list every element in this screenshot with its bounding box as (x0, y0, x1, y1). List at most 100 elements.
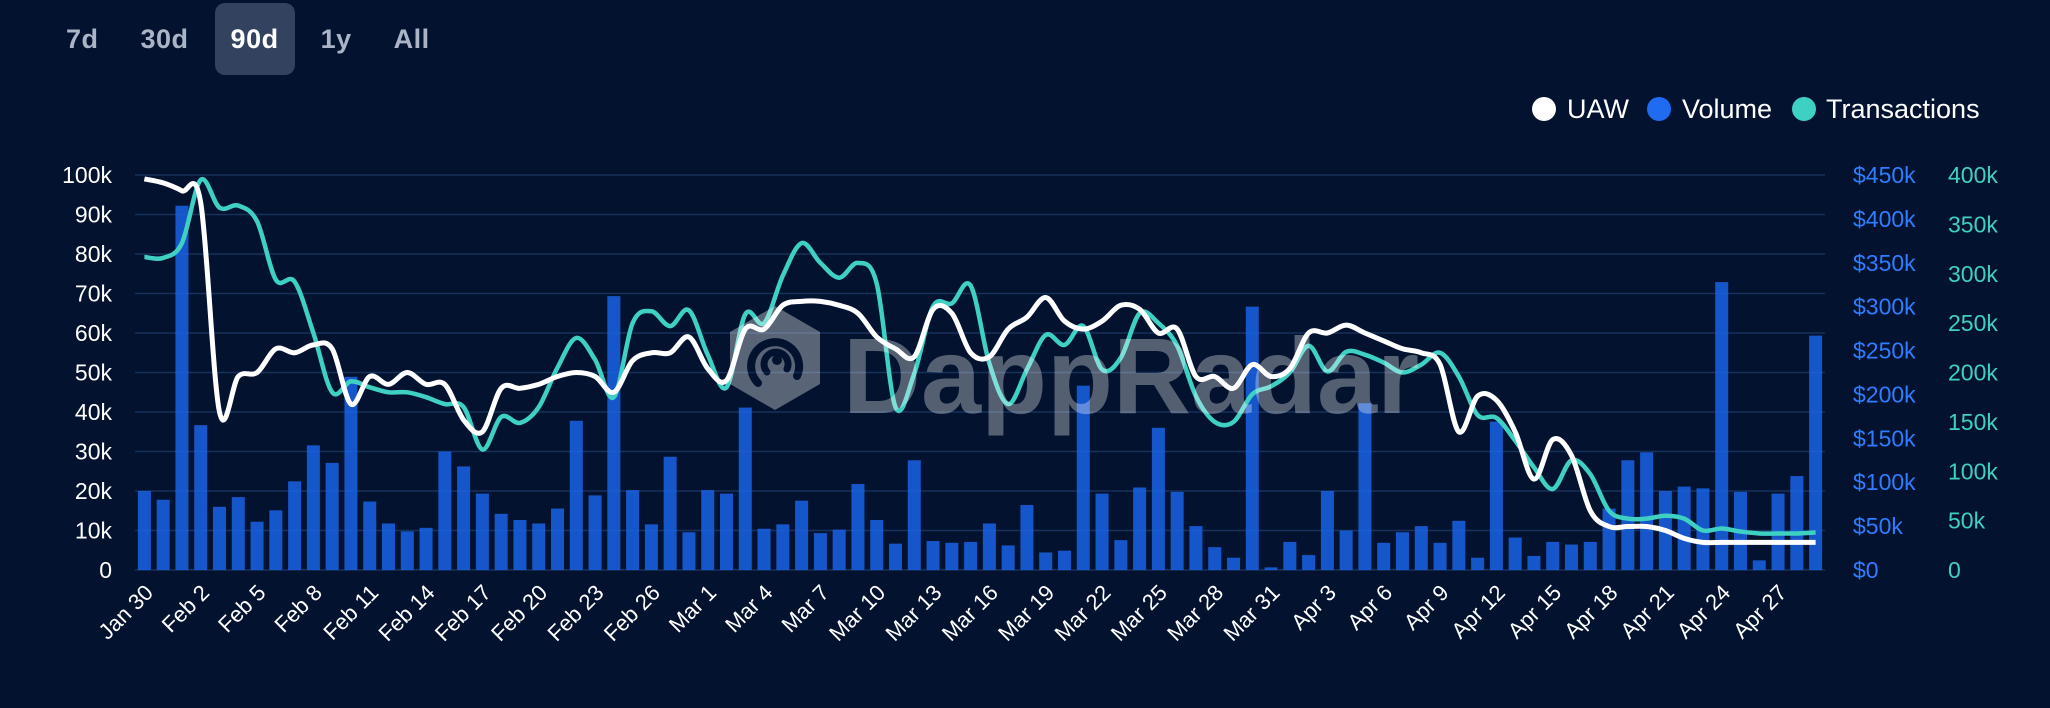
volume-bar (663, 456, 677, 570)
date-tick-label: Mar 31 (1218, 580, 1284, 646)
volume-bar (1602, 508, 1616, 570)
volume-bar (569, 420, 583, 570)
range-tab-30d[interactable]: 30d (140, 24, 189, 54)
volume-bar (438, 451, 452, 570)
volume-bar (513, 519, 527, 570)
volume-bar (1414, 526, 1428, 570)
volume-bar (363, 501, 377, 570)
date-tick-label: Feb 14 (373, 580, 439, 646)
date-tick-label: Apr 3 (1286, 580, 1341, 635)
grid-lines (135, 174, 1825, 571)
volume-bar (1283, 541, 1297, 570)
volume-bar (1752, 560, 1766, 570)
volume-bar (1715, 282, 1729, 570)
volume-bar (1302, 555, 1316, 570)
volume-bar (231, 497, 245, 570)
legend-item-volume[interactable]: Volume (1647, 94, 1772, 124)
volume-bar (551, 508, 564, 570)
volume-bar (1264, 567, 1278, 570)
volume-legend-dot (1647, 97, 1671, 121)
date-tick-label: Apr 27 (1728, 580, 1792, 644)
volume-bar (1208, 547, 1222, 570)
volume-bar (1677, 486, 1691, 570)
volume-bar (1527, 555, 1541, 570)
legend-item-transactions[interactable]: Transactions (1792, 94, 1980, 124)
transactions-tick-label: 100k (1948, 458, 1998, 484)
transactions-tick-label: 0 (1948, 557, 1961, 583)
volume-bar (588, 495, 602, 570)
range-tab-90d[interactable]: 90d (214, 3, 295, 75)
watermark-text: DappRadar (843, 315, 1419, 436)
volume-tick-label: $100k (1853, 469, 1916, 495)
volume-bar (964, 541, 978, 570)
volume-bar (907, 460, 921, 570)
volume-bar (1471, 557, 1485, 570)
volume-bar (607, 296, 621, 570)
date-tick-label: Mar 19 (993, 580, 1059, 646)
volume-bar (1058, 550, 1071, 570)
range-tab-1y[interactable]: 1y (320, 24, 352, 54)
date-tick-label: Jan 30 (94, 580, 158, 644)
date-tick-label: Mar 25 (1106, 580, 1172, 646)
volume-axis: $0 $50k $100k $150k $200k $250k $300k $350k $400… (1853, 162, 1916, 583)
date-tick-label: Mar 1 (664, 580, 721, 637)
date-tick-label: Mar 16 (937, 580, 1003, 646)
date-tick-label: Mar 10 (824, 580, 890, 646)
volume-bar (1114, 540, 1128, 570)
volume-bars (137, 205, 1823, 570)
volume-bar (457, 466, 471, 570)
volume-bar (1076, 385, 1090, 570)
transactions-line (144, 176, 1816, 536)
volume-bar (1433, 542, 1447, 570)
date-tick-label: Feb 2 (157, 580, 214, 637)
uaw-legend-label: UAW (1567, 94, 1630, 124)
range-tab-all[interactable]: All (393, 24, 430, 54)
volume-bar (532, 523, 546, 570)
date-tick-label: Feb 26 (599, 580, 665, 646)
volume-bar (1151, 427, 1165, 570)
volume-tick-label: $250k (1853, 338, 1916, 364)
volume-bar (1039, 552, 1053, 570)
volume-bar (720, 493, 733, 570)
date-tick-label: Feb 8 (269, 580, 326, 637)
volume-bar (306, 445, 320, 570)
volume-bar (1001, 545, 1015, 570)
range-tab-7d[interactable]: 7d (66, 24, 99, 54)
transactions-tick-label: 200k (1948, 360, 1998, 386)
volume-tick-label: $300k (1853, 294, 1916, 320)
uaw-tick-label: 70k (75, 281, 113, 307)
legend: UAW Volume Transactions (1532, 94, 1980, 124)
volume-bar (1396, 532, 1409, 570)
date-tick-label: Mar 13 (880, 580, 946, 646)
volume-bar (419, 527, 433, 570)
uaw-tick-label: 90k (75, 202, 113, 228)
volume-bar (1133, 487, 1147, 570)
volume-tick-label: $0 (1853, 557, 1879, 583)
volume-bar (795, 500, 809, 570)
transactions-tick-label: 350k (1948, 211, 1998, 237)
volume-bar (870, 519, 884, 570)
date-tick-label: Apr 6 (1342, 580, 1397, 635)
uaw-tick-label: 0 (99, 557, 112, 583)
volume-bar (1790, 476, 1804, 570)
uaw-tick-label: 80k (75, 241, 113, 267)
transactions-tick-label: 300k (1948, 261, 1998, 287)
uaw-tick-label: 30k (75, 439, 113, 465)
volume-bar (982, 523, 996, 570)
date-tick-label: Mar 4 (720, 580, 777, 637)
volume-bar (213, 506, 226, 570)
dappradar-logo-icon (730, 306, 820, 410)
volume-bar (701, 490, 715, 570)
volume-bar (1170, 491, 1184, 570)
volume-bar (832, 529, 846, 570)
volume-bar (644, 524, 658, 570)
volume-bar (1489, 421, 1503, 570)
date-tick-label: Feb 23 (542, 580, 608, 646)
legend-item-uaw[interactable]: UAW (1532, 94, 1630, 124)
volume-bar (626, 490, 640, 570)
volume-bar (945, 542, 959, 570)
date-tick-label: Feb 5 (213, 580, 270, 637)
date-tick-label: Mar 22 (1049, 580, 1115, 646)
volume-bar (1020, 505, 1034, 570)
